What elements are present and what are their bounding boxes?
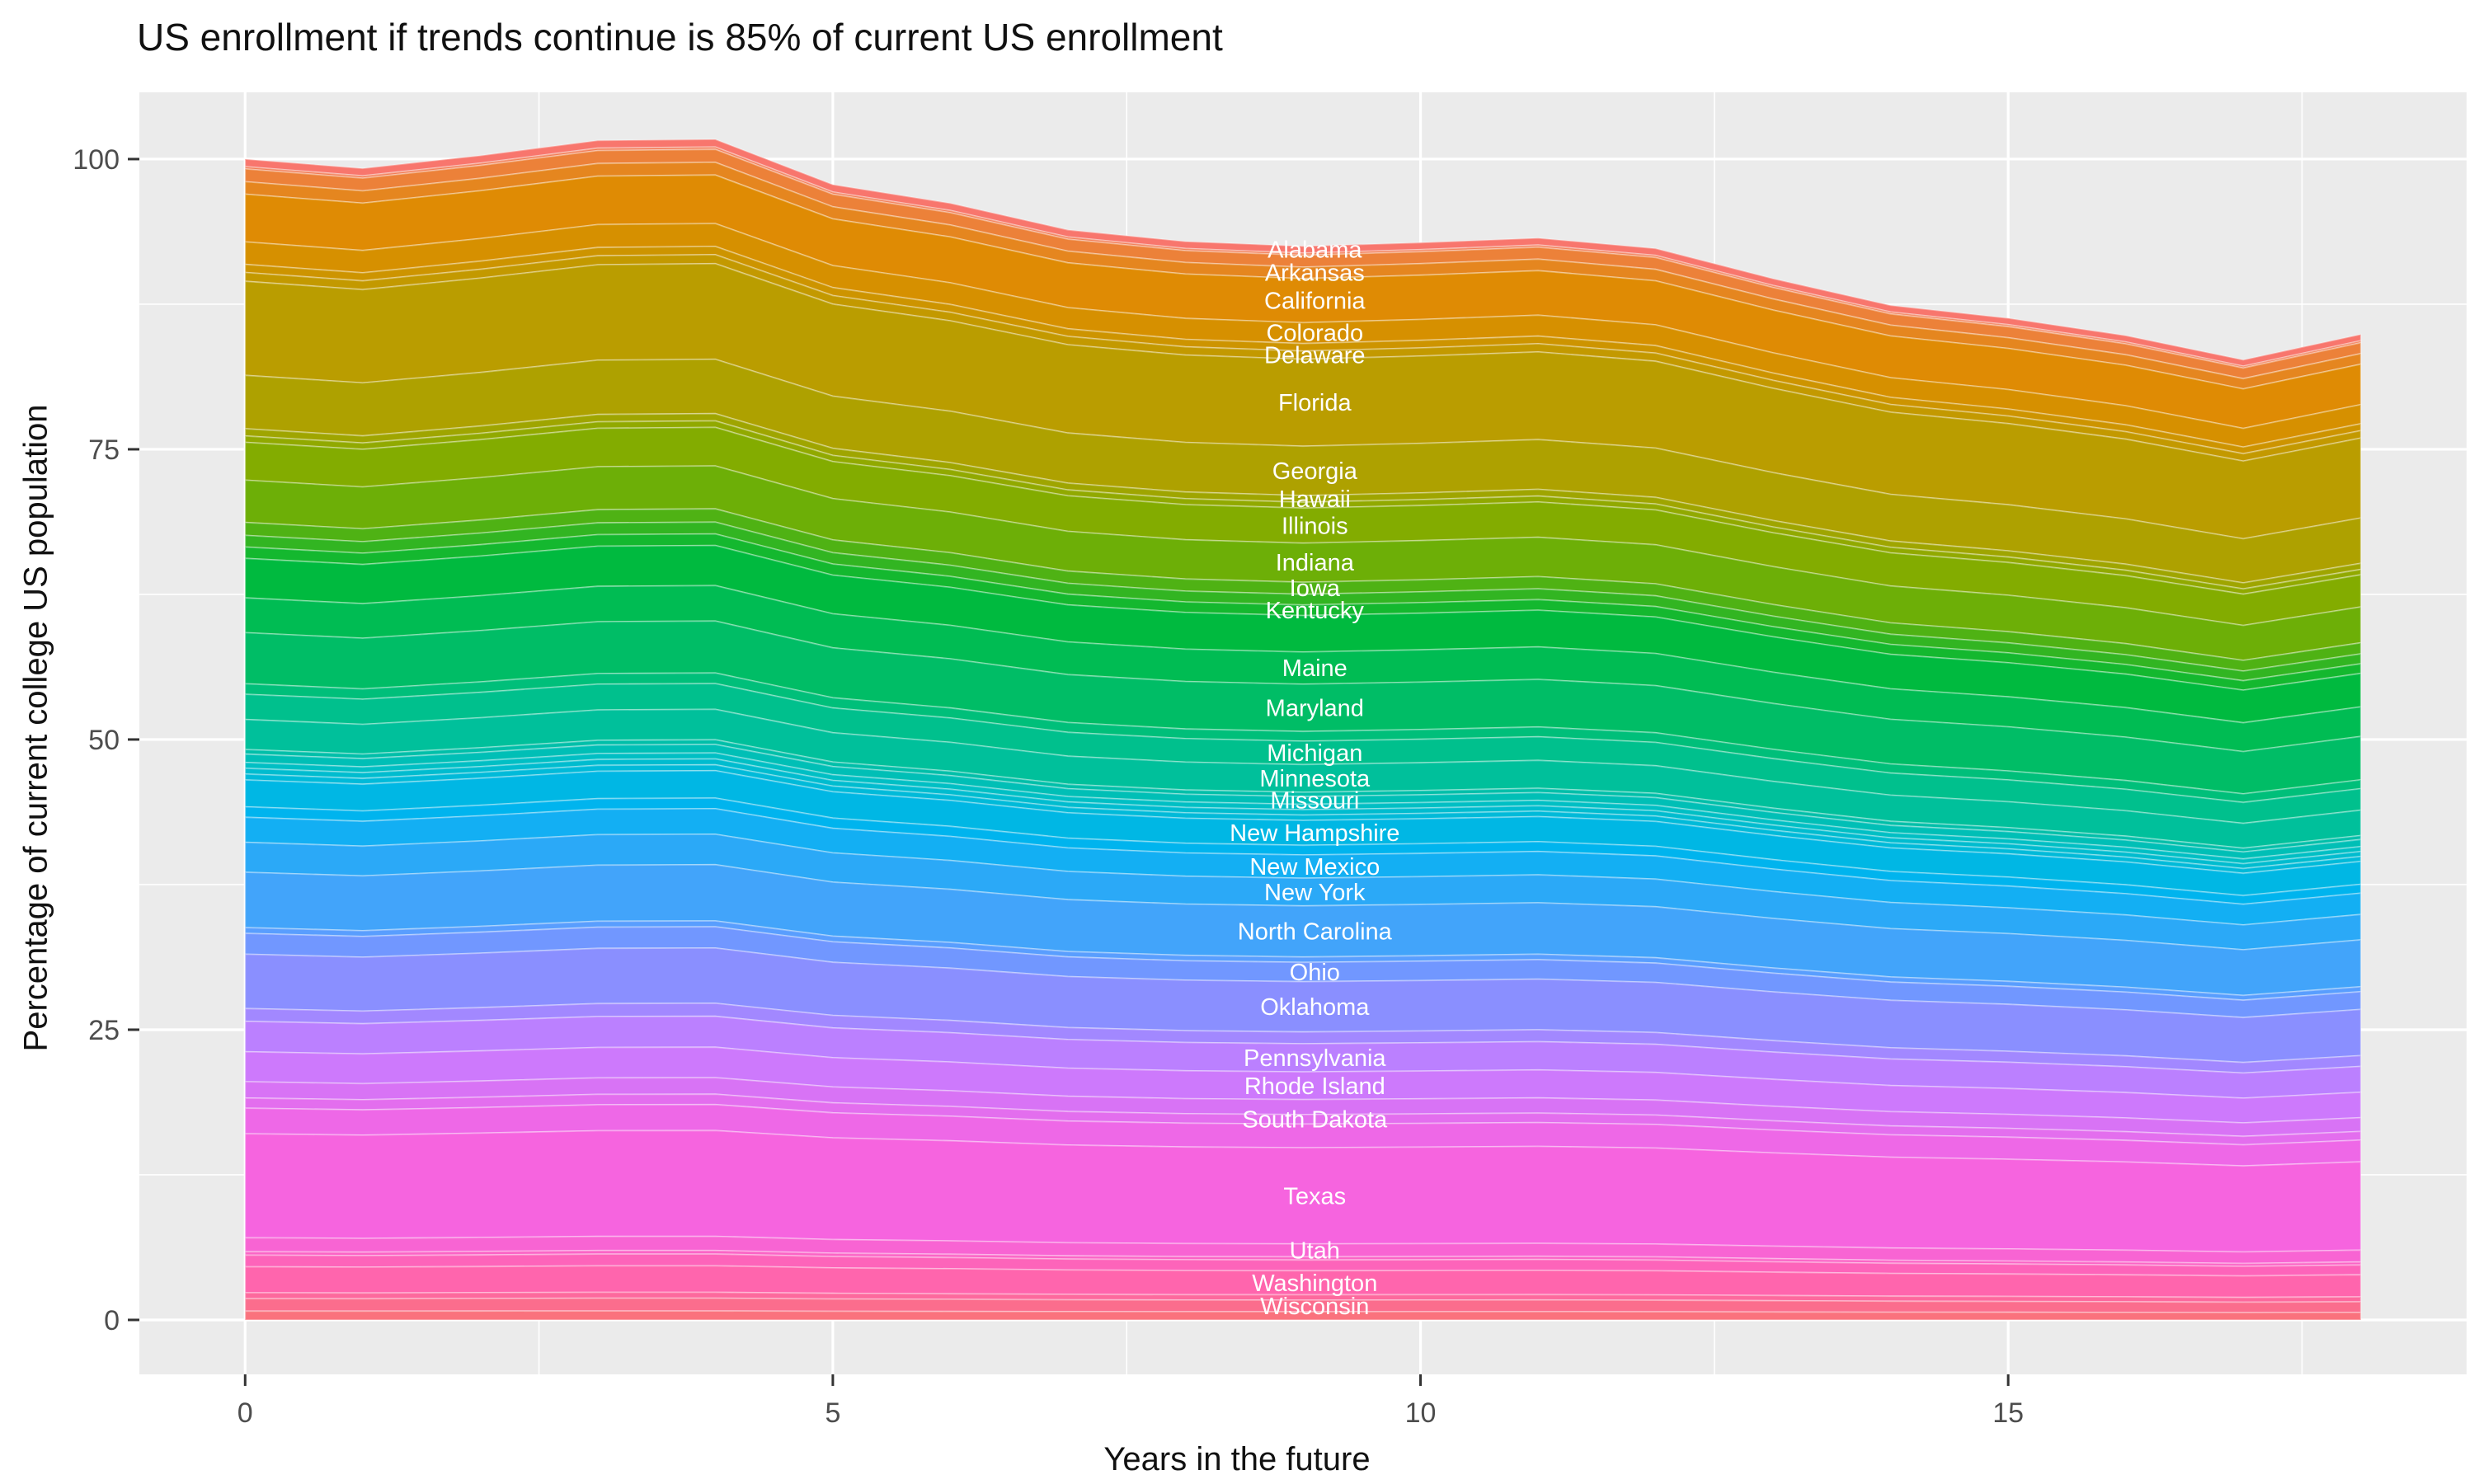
state-label-hawaii: Hawaii	[1279, 486, 1351, 513]
state-label-florida: Florida	[1278, 390, 1352, 416]
x-axis-title: Years in the future	[1103, 1441, 1371, 1477]
state-label-alabama: Alabama	[1268, 237, 1362, 263]
state-label-maine: Maine	[1282, 655, 1348, 682]
state-label-georgia: Georgia	[1272, 458, 1358, 485]
y-axis-title: Percentage of current college US populat…	[17, 404, 54, 1052]
state-label-indiana: Indiana	[1276, 550, 1355, 576]
state-label-california: California	[1264, 288, 1366, 314]
x-tick-label-10: 10	[1405, 1397, 1437, 1429]
state-label-washington: Washington	[1252, 1270, 1377, 1297]
state-label-utah: Utah	[1290, 1238, 1340, 1265]
y-tick-label-25: 25	[88, 1015, 120, 1046]
area-band-wyoming	[244, 1310, 2362, 1321]
x-tick-label-5: 5	[825, 1397, 840, 1429]
y-tick-label-0: 0	[104, 1305, 120, 1336]
state-label-north-carolina: North Carolina	[1238, 919, 1393, 946]
state-label-colorado: Colorado	[1266, 321, 1363, 347]
y-tick-label-50: 50	[88, 725, 120, 756]
state-label-new-york: New York	[1264, 880, 1366, 906]
state-label-illinois: Illinois	[1282, 513, 1348, 539]
x-tick-label-0: 0	[238, 1397, 253, 1429]
state-label-oklahoma: Oklahoma	[1260, 994, 1370, 1021]
state-label-michigan: Michigan	[1267, 740, 1362, 767]
state-label-maryland: Maryland	[1266, 695, 1364, 721]
y-tick-label-75: 75	[88, 434, 120, 466]
y-tick-label-100: 100	[73, 144, 120, 176]
state-label-new-hampshire: New Hampshire	[1230, 820, 1399, 847]
chart-title: US enrollment if trends continue is 85% …	[137, 16, 1223, 59]
state-label-ohio: Ohio	[1290, 960, 1340, 986]
x-tick-label-15: 15	[1992, 1397, 2024, 1429]
state-label-pennsylvania: Pennsylvania	[1244, 1045, 1386, 1072]
state-label-arkansas: Arkansas	[1265, 261, 1365, 287]
state-label-wisconsin: Wisconsin	[1260, 1294, 1369, 1320]
state-label-new-mexico: New Mexico	[1249, 854, 1380, 881]
state-label-texas: Texas	[1283, 1183, 1346, 1209]
state-label-missouri: Missouri	[1270, 788, 1359, 815]
state-label-rhode-island: Rhode Island	[1244, 1073, 1385, 1100]
state-label-kentucky: Kentucky	[1266, 598, 1365, 624]
state-label-iowa: Iowa	[1290, 575, 1341, 602]
state-label-delaware: Delaware	[1264, 342, 1366, 369]
state-label-south-dakota: South Dakota	[1242, 1107, 1388, 1134]
state-label-minnesota: Minnesota	[1259, 766, 1371, 792]
